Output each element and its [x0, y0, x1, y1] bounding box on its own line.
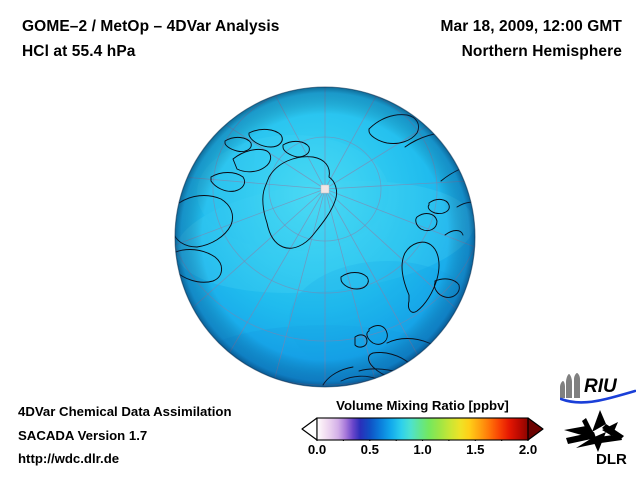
riu-logo-text: RIU — [584, 376, 618, 397]
header-right: Mar 18, 2009, 12:00 GMT Northern Hemisph… — [440, 14, 622, 64]
colorbar-bar-row — [300, 417, 545, 441]
colorbar-svg — [301, 417, 544, 441]
footer-info: 4DVar Chemical Data Assimilation SACADA … — [18, 400, 232, 471]
timestamp-label: Mar 18, 2009, 12:00 GMT — [440, 18, 622, 35]
colorbar-tick-labels: 0.0 0.5 1.0 1.5 2.0 — [300, 442, 545, 462]
header-left: GOME–2 / MetOp – 4DVar Analysis HCl at 5… — [22, 14, 280, 64]
colorbar-ticks — [316, 440, 529, 441]
colorbar-tick-0: 0.0 — [307, 442, 327, 457]
globe-map — [173, 85, 477, 389]
riu-towers-icon — [560, 373, 580, 398]
colorbar-tick-3: 1.5 — [466, 442, 485, 457]
globe-svg — [174, 86, 476, 388]
colorbar-low-arrow-cap — [301, 417, 318, 441]
riu-logo: RIU — [559, 372, 637, 404]
page-title-line-1: GOME–2 / MetOp – 4DVar Analysis — [22, 18, 280, 35]
colorbar-high-arrow-cap — [527, 417, 544, 441]
colorbar: Volume Mixing Ratio [ppbv] — [300, 398, 545, 462]
dlr-logo-svg: DLR — [564, 410, 627, 468]
globe-outline — [174, 86, 476, 388]
dlr-logo: DLR — [562, 408, 636, 468]
colorbar-tick-2: 1.0 — [413, 442, 432, 457]
riu-logo-svg: RIU — [559, 373, 637, 404]
page-title-line-2: HCl at 55.4 hPa — [22, 43, 136, 60]
dlr-pinwheel-icon — [564, 410, 624, 452]
colorbar-tick-4: 2.0 — [518, 442, 538, 457]
globe-limb-shading — [175, 87, 475, 387]
north-pole-marker — [320, 184, 330, 194]
dlr-logo-text: DLR — [596, 451, 627, 468]
colorbar-gradient — [316, 417, 529, 441]
footer-line-url[interactable]: http://wdc.dlr.de — [18, 451, 120, 466]
riu-swoosh-icon — [559, 389, 637, 404]
colorbar-title: Volume Mixing Ratio [ppbv] — [336, 398, 509, 413]
hemisphere-label: Northern Hemisphere — [461, 43, 622, 60]
colorbar-tick-1: 0.5 — [360, 442, 379, 457]
footer-line-version: SACADA Version 1.7 — [18, 427, 148, 443]
footer-line-project: 4DVar Chemical Data Assimilation — [18, 404, 232, 419]
